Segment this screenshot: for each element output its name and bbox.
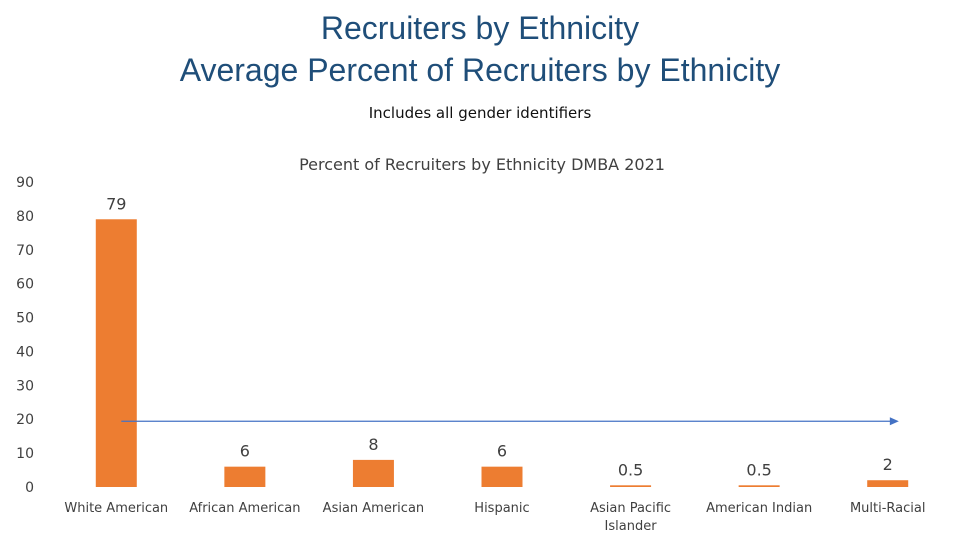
bar: [867, 480, 909, 487]
data-label: 79: [106, 194, 126, 213]
y-tick-label: 60: [16, 277, 34, 293]
bar: [738, 485, 780, 487]
y-axis: 0 10 20 30 40 50 60 70 80 90: [16, 175, 34, 496]
bar: [610, 485, 652, 487]
x-tick-label: White American: [64, 501, 168, 516]
bar: [352, 459, 394, 487]
x-tick-label: American Indian: [706, 501, 812, 516]
slide-title: Recruiters by Ethnicity: [320, 10, 640, 46]
y-tick-label: 40: [16, 344, 34, 360]
x-tick-label: African American: [189, 501, 300, 516]
x-tick-label: Multi-Racial: [850, 501, 926, 516]
bars: 79 6 8 6 0.5 0.5 2: [95, 194, 909, 487]
y-tick-label: 10: [16, 446, 34, 462]
arrow-head: [889, 417, 899, 426]
data-label: 0.5: [618, 460, 643, 479]
data-label: 2: [883, 455, 893, 474]
y-tick-label: 90: [16, 175, 34, 191]
data-label: 6: [240, 442, 250, 461]
chart-title: Percent of Recruiters by Ethnicity DMBA …: [299, 155, 665, 174]
x-axis: White American African American Asian Amer…: [64, 501, 925, 534]
y-tick-label: 30: [16, 378, 34, 394]
y-tick-label: 80: [16, 209, 34, 225]
y-tick-label: 70: [16, 243, 34, 259]
bar: [224, 466, 266, 487]
slide-note: Includes all gender identifiers: [368, 104, 592, 122]
y-tick-label: 50: [16, 311, 34, 327]
slide-subtitle: Average Percent of Recruiters by Ethnici…: [179, 52, 781, 88]
y-tick-label: 20: [16, 412, 34, 428]
data-label: 0.5: [746, 460, 771, 479]
bar: [481, 466, 523, 487]
y-tick-label: 0: [25, 480, 34, 496]
annotation: [121, 417, 899, 426]
bar: [95, 219, 137, 487]
x-tick-label: Asian American: [323, 501, 424, 516]
x-tick-label: Asian Pacific Islander: [590, 501, 671, 534]
data-label: 6: [497, 442, 507, 461]
data-label: 8: [368, 435, 378, 454]
x-tick-label: Hispanic: [474, 501, 529, 516]
